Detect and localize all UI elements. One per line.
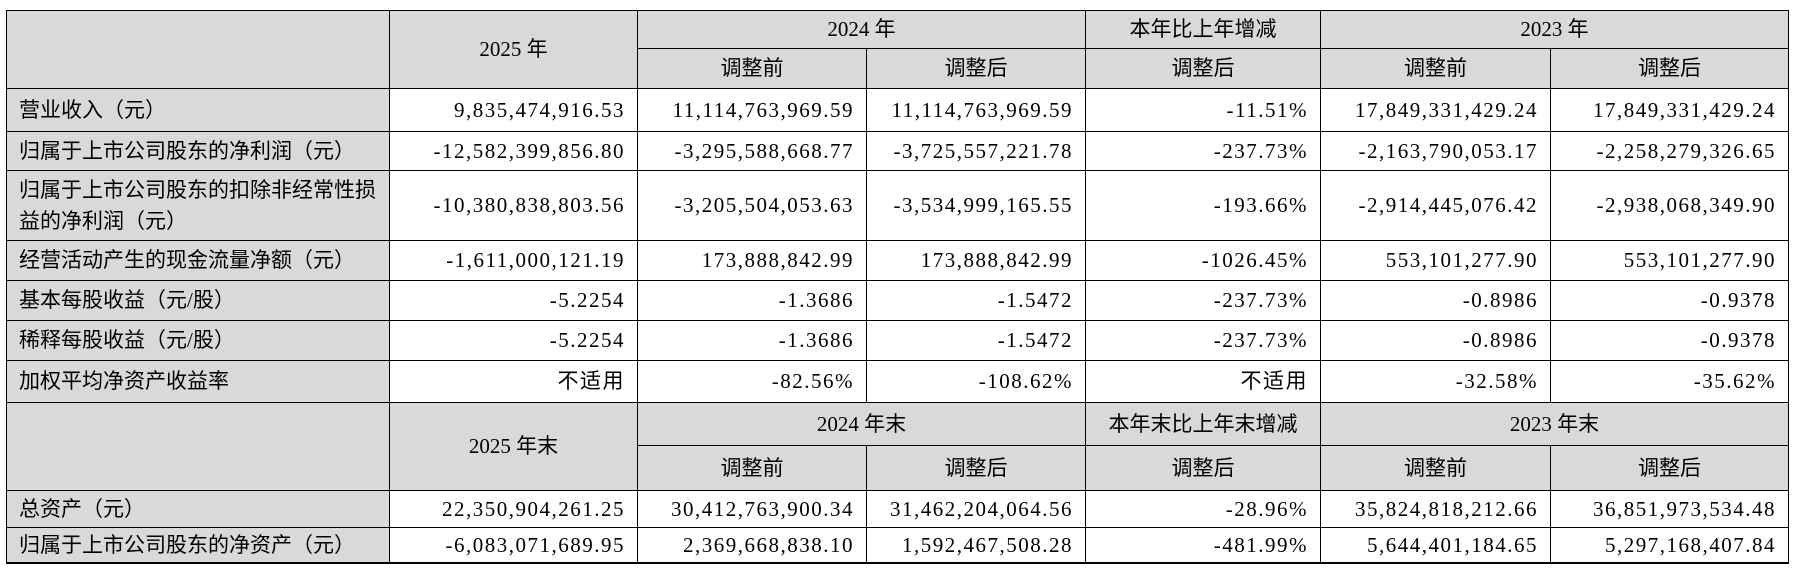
financial-summary-table: 2025 年 2024 年 本年比上年增减 2023 年 调整前 调整后 调整后… bbox=[6, 10, 1789, 564]
cell-value: 5,644,401,184.65 bbox=[1320, 527, 1551, 564]
cell-value: 35,824,818,212.66 bbox=[1320, 490, 1551, 528]
cell-value: -193.66% bbox=[1085, 170, 1321, 241]
cell-value: -1.5472 bbox=[866, 320, 1086, 361]
cell-value: 5,297,168,407.84 bbox=[1550, 527, 1789, 564]
section1-sub-2023-after: 调整后 bbox=[1550, 48, 1789, 89]
cell-value: 173,888,842.99 bbox=[637, 240, 867, 281]
section2-header-row-top: 2025 年末 2024 年末 本年末比上年末增减 2023 年末 bbox=[6, 402, 1789, 491]
cell-value: 17,849,331,429.24 bbox=[1550, 88, 1789, 132]
cell-value: -1.3686 bbox=[637, 320, 867, 361]
section1-sub-change-after: 调整后 bbox=[1085, 48, 1321, 89]
cell-value: -0.9378 bbox=[1550, 280, 1789, 321]
row-label: 归属于上市公司股东的净资产（元） bbox=[6, 527, 390, 564]
cell-value: -0.8986 bbox=[1320, 320, 1551, 361]
row-label: 归属于上市公司股东的净利润（元） bbox=[6, 131, 390, 171]
cell-value: -5.2254 bbox=[389, 320, 638, 361]
cell-value: -0.8986 bbox=[1320, 280, 1551, 321]
cell-value: 2,369,668,838.10 bbox=[637, 527, 867, 564]
cell-value: -2,914,445,076.42 bbox=[1320, 170, 1551, 241]
cell-value: -5.2254 bbox=[389, 280, 638, 321]
row-label: 经营活动产生的现金流量净额（元） bbox=[6, 240, 390, 281]
section1-col-change: 本年比上年增减 bbox=[1085, 10, 1321, 49]
cell-value: 31,462,204,064.56 bbox=[866, 490, 1086, 528]
cell-value: 22,350,904,261.25 bbox=[389, 490, 638, 528]
cell-value: 1,592,467,508.28 bbox=[866, 527, 1086, 564]
table-row: 营业收入（元） 9,835,474,916.53 11,114,763,969.… bbox=[6, 88, 1789, 132]
section1-header-row-sub: 调整前 调整后 调整后 调整前 调整后 bbox=[7, 48, 1789, 89]
cell-value: 36,851,973,534.48 bbox=[1550, 490, 1789, 528]
cell-value: -2,258,279,326.65 bbox=[1550, 131, 1789, 171]
cell-value: 553,101,277.90 bbox=[1550, 240, 1789, 281]
cell-value: 不适用 bbox=[389, 360, 638, 403]
section2-col-change: 本年末比上年末增减 bbox=[1085, 402, 1321, 446]
table-row: 加权平均净资产收益率 不适用 -82.56% -108.62% 不适用 -32.… bbox=[6, 360, 1789, 403]
section2-sub-2023-after: 调整后 bbox=[1550, 445, 1789, 491]
cell-value: -3,295,588,668.77 bbox=[637, 131, 867, 171]
cell-value: -3,725,557,221.78 bbox=[866, 131, 1086, 171]
section1-sub-2024-before: 调整前 bbox=[637, 48, 867, 89]
cell-value: 11,114,763,969.59 bbox=[637, 88, 867, 132]
cell-value: -481.99% bbox=[1085, 527, 1321, 564]
cell-value: -10,380,838,803.56 bbox=[389, 170, 638, 241]
section2-sub-change-after: 调整后 bbox=[1085, 445, 1321, 491]
section2-corner-cell bbox=[6, 402, 390, 491]
cell-value: -35.62% bbox=[1550, 360, 1789, 403]
cell-value: -2,163,790,053.17 bbox=[1320, 131, 1551, 171]
section2-col-2023: 2023 年末 bbox=[1320, 402, 1789, 446]
section1-header-row-top: 2025 年 2024 年 本年比上年增减 2023 年 bbox=[6, 10, 1789, 89]
row-label: 基本每股收益（元/股） bbox=[6, 280, 390, 321]
cell-value: -1.5472 bbox=[866, 280, 1086, 321]
table-row: 归属于上市公司股东的净资产（元） -6,083,071,689.95 2,369… bbox=[6, 527, 1789, 564]
table-row: 稀释每股收益（元/股） -5.2254 -1.3686 -1.5472 -237… bbox=[6, 320, 1789, 361]
row-label: 稀释每股收益（元/股） bbox=[6, 320, 390, 361]
table-row: 归属于上市公司股东的扣除非经常性损益的净利润（元） -10,380,838,80… bbox=[6, 170, 1789, 241]
section2-sub-2024-before: 调整前 bbox=[637, 445, 867, 491]
row-label: 归属于上市公司股东的扣除非经常性损益的净利润（元） bbox=[6, 170, 390, 241]
row-label: 营业收入（元） bbox=[6, 88, 390, 132]
section2-header-row-sub: 调整前 调整后 调整后 调整前 调整后 bbox=[7, 445, 1789, 491]
section1-col-2025: 2025 年 bbox=[389, 10, 638, 89]
cell-value: -237.73% bbox=[1085, 320, 1321, 361]
cell-value: -108.62% bbox=[866, 360, 1086, 403]
cell-value: -12,582,399,856.80 bbox=[389, 131, 638, 171]
section2-sub-2023-before: 调整前 bbox=[1320, 445, 1551, 491]
cell-value: -82.56% bbox=[637, 360, 867, 403]
cell-value: -237.73% bbox=[1085, 131, 1321, 171]
cell-value: 9,835,474,916.53 bbox=[389, 88, 638, 132]
cell-value: 11,114,763,969.59 bbox=[866, 88, 1086, 132]
section2-col-2024: 2024 年末 bbox=[637, 402, 1086, 446]
cell-value: -3,534,999,165.55 bbox=[866, 170, 1086, 241]
cell-value: -1026.45% bbox=[1085, 240, 1321, 281]
section2-sub-2024-after: 调整后 bbox=[866, 445, 1086, 491]
section1-sub-2024-after: 调整后 bbox=[866, 48, 1086, 89]
cell-value: -3,205,504,053.63 bbox=[637, 170, 867, 241]
cell-value: -32.58% bbox=[1320, 360, 1551, 403]
cell-value: -6,083,071,689.95 bbox=[389, 527, 638, 564]
row-label: 加权平均净资产收益率 bbox=[6, 360, 390, 403]
cell-value: -0.9378 bbox=[1550, 320, 1789, 361]
cell-value: 173,888,842.99 bbox=[866, 240, 1086, 281]
cell-value: 30,412,763,900.34 bbox=[637, 490, 867, 528]
section2-col-2025: 2025 年末 bbox=[389, 402, 638, 491]
row-label: 总资产（元） bbox=[6, 490, 390, 528]
section1-col-2023: 2023 年 bbox=[1320, 10, 1789, 49]
table-row: 经营活动产生的现金流量净额（元） -1,611,000,121.19 173,8… bbox=[6, 240, 1789, 281]
cell-value: -28.96% bbox=[1085, 490, 1321, 528]
section1-sub-2023-before: 调整前 bbox=[1320, 48, 1551, 89]
cell-value: -2,938,068,349.90 bbox=[1550, 170, 1789, 241]
table-row: 基本每股收益（元/股） -5.2254 -1.3686 -1.5472 -237… bbox=[6, 280, 1789, 321]
cell-value: 不适用 bbox=[1085, 360, 1321, 403]
table-row: 归属于上市公司股东的净利润（元） -12,582,399,856.80 -3,2… bbox=[6, 131, 1789, 171]
cell-value: -237.73% bbox=[1085, 280, 1321, 321]
cell-value: -1,611,000,121.19 bbox=[389, 240, 638, 281]
cell-value: 553,101,277.90 bbox=[1320, 240, 1551, 281]
cell-value: 17,849,331,429.24 bbox=[1320, 88, 1551, 132]
section1-col-2024: 2024 年 bbox=[637, 10, 1086, 49]
section1-corner-cell bbox=[6, 10, 390, 89]
table-row: 总资产（元） 22,350,904,261.25 30,412,763,900.… bbox=[6, 490, 1789, 528]
cell-value: -1.3686 bbox=[637, 280, 867, 321]
cell-value: -11.51% bbox=[1085, 88, 1321, 132]
